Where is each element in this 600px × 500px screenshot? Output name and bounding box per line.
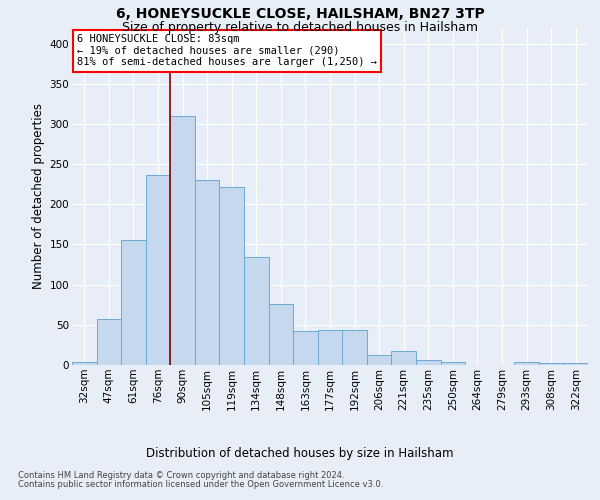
Bar	[220, 186, 244, 365]
Text: 6, HONEYSUCKLE CLOSE, HAILSHAM, BN27 3TP: 6, HONEYSUCKLE CLOSE, HAILSHAM, BN27 3TP	[116, 8, 484, 22]
Bar	[121, 240, 146, 365]
Text: Contains public sector information licensed under the Open Government Licence v3: Contains public sector information licen…	[18, 480, 383, 489]
Bar	[539, 362, 563, 365]
Text: Distribution of detached houses by size in Hailsham: Distribution of detached houses by size …	[146, 448, 454, 460]
Text: Size of property relative to detached houses in Hailsham: Size of property relative to detached ho…	[122, 22, 478, 35]
Bar	[416, 360, 440, 365]
Bar	[269, 304, 293, 365]
Bar	[342, 330, 367, 365]
Bar	[97, 319, 121, 365]
Bar	[514, 362, 539, 365]
Bar	[146, 174, 170, 365]
Text: Contains HM Land Registry data © Crown copyright and database right 2024.: Contains HM Land Registry data © Crown c…	[18, 471, 344, 480]
Bar	[244, 256, 269, 365]
Bar	[72, 362, 97, 365]
Bar	[563, 364, 588, 365]
Y-axis label: Number of detached properties: Number of detached properties	[32, 104, 46, 289]
Bar	[170, 116, 195, 365]
Bar	[440, 362, 465, 365]
Bar	[318, 330, 342, 365]
Bar	[293, 331, 318, 365]
Bar	[195, 180, 220, 365]
Bar	[391, 352, 416, 365]
Text: 6 HONEYSUCKLE CLOSE: 83sqm
← 19% of detached houses are smaller (290)
81% of sem: 6 HONEYSUCKLE CLOSE: 83sqm ← 19% of deta…	[77, 34, 377, 68]
Bar	[367, 356, 391, 365]
